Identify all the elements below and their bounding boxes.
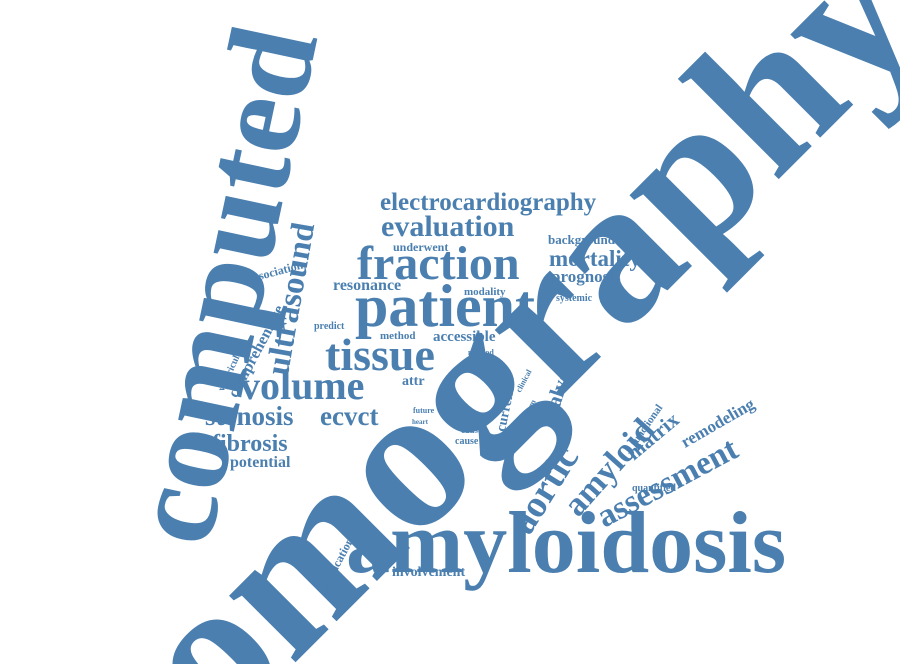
word-accessible: modality — [464, 286, 506, 298]
word-prognosis: prognosis — [551, 267, 621, 286]
word-mortality: mortality — [549, 246, 641, 271]
word-fraction: fraction — [357, 237, 520, 290]
word-volume: volume — [240, 363, 365, 408]
word-background: background — [548, 232, 615, 247]
word-fibrosis: fibrosis — [212, 431, 288, 457]
word-magnetic: accessible — [433, 329, 496, 345]
word-cause: cause — [455, 436, 479, 447]
word-amyloidosis: amyloidosis — [346, 495, 787, 592]
word-quantified: quantified — [632, 483, 676, 494]
word-modality: systemic — [556, 293, 593, 304]
word-resonance: resonance — [333, 277, 402, 294]
word-predict: method — [380, 330, 416, 342]
word-stenosis: stenosis — [205, 401, 294, 431]
word-systemic: predict — [314, 321, 345, 332]
word-evaluation: evaluation — [381, 210, 515, 243]
word-term: future — [413, 406, 435, 415]
word-electrocardiography: electrocardiography — [380, 189, 597, 216]
word-patient: patient — [355, 273, 535, 339]
word-potential: potential — [230, 454, 291, 471]
word-underwent: underwent — [393, 240, 449, 254]
word-attr: attr — [402, 374, 425, 389]
word-future: heart — [412, 418, 428, 426]
word-involvement: involvement — [392, 565, 466, 580]
word-heart: cause — [461, 425, 482, 435]
word-tissue: tissue — [325, 329, 435, 380]
word-method: method — [468, 348, 494, 357]
word-ecvct: ecvct — [320, 401, 379, 431]
